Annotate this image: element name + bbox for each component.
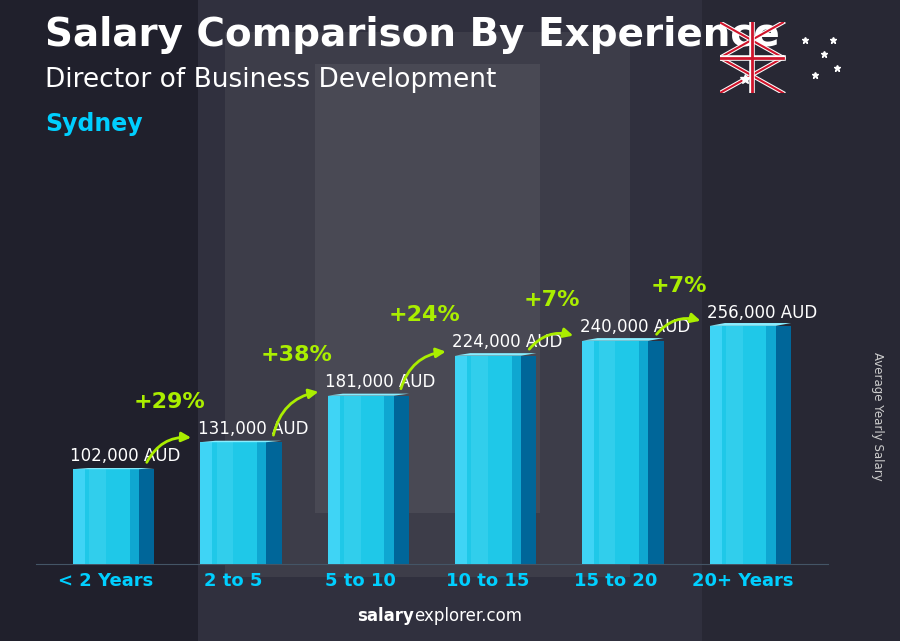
Bar	[384, 395, 394, 564]
Text: 240,000 AUD: 240,000 AUD	[580, 319, 690, 337]
Polygon shape	[140, 469, 155, 564]
Bar	[201, 442, 266, 564]
Bar	[73, 469, 85, 564]
Polygon shape	[649, 341, 663, 564]
Text: Average Yearly Salary: Average Yearly Salary	[871, 353, 884, 481]
Text: Salary Comparison By Experience: Salary Comparison By Experience	[45, 16, 779, 54]
Bar	[709, 326, 722, 564]
Text: +38%: +38%	[261, 345, 333, 365]
Polygon shape	[776, 326, 791, 564]
Bar	[639, 341, 649, 564]
Bar	[598, 341, 616, 564]
Text: 102,000 AUD: 102,000 AUD	[70, 447, 181, 465]
Bar	[454, 356, 521, 564]
Bar	[89, 469, 106, 564]
Bar	[766, 326, 776, 564]
Bar	[217, 442, 233, 564]
Bar	[702, 0, 900, 641]
Text: 181,000 AUD: 181,000 AUD	[325, 373, 436, 392]
Bar	[73, 469, 140, 564]
Text: 256,000 AUD: 256,000 AUD	[707, 304, 817, 322]
Polygon shape	[521, 356, 536, 564]
Bar	[130, 469, 140, 564]
Text: Director of Business Development: Director of Business Development	[45, 67, 497, 94]
Bar	[582, 341, 649, 564]
Bar	[511, 356, 521, 564]
Bar	[328, 395, 394, 564]
FancyArrowPatch shape	[657, 314, 698, 335]
Bar	[472, 356, 488, 564]
Text: explorer.com: explorer.com	[414, 607, 522, 625]
Bar	[709, 326, 776, 564]
Bar	[225, 32, 630, 577]
Bar	[315, 64, 540, 513]
FancyArrowPatch shape	[401, 349, 443, 388]
Polygon shape	[394, 395, 410, 564]
Polygon shape	[709, 323, 791, 326]
Bar	[0, 0, 198, 641]
FancyArrowPatch shape	[529, 329, 571, 349]
Bar	[328, 395, 339, 564]
Polygon shape	[454, 353, 536, 356]
Text: salary: salary	[357, 607, 414, 625]
Polygon shape	[328, 394, 410, 395]
Polygon shape	[582, 338, 663, 341]
Text: Sydney: Sydney	[45, 112, 142, 136]
Bar	[256, 442, 266, 564]
Bar	[726, 326, 742, 564]
Text: 224,000 AUD: 224,000 AUD	[453, 333, 562, 351]
Text: +24%: +24%	[389, 305, 460, 326]
Bar	[454, 356, 467, 564]
Polygon shape	[266, 442, 282, 564]
Bar	[582, 341, 594, 564]
Polygon shape	[73, 468, 155, 469]
Text: 131,000 AUD: 131,000 AUD	[198, 420, 308, 438]
Bar	[344, 395, 361, 564]
Polygon shape	[201, 441, 282, 442]
Text: +7%: +7%	[524, 290, 580, 310]
Bar	[201, 442, 212, 564]
FancyArrowPatch shape	[274, 390, 315, 435]
Text: +7%: +7%	[651, 276, 707, 296]
FancyArrowPatch shape	[147, 433, 188, 462]
Text: +29%: +29%	[134, 392, 205, 412]
